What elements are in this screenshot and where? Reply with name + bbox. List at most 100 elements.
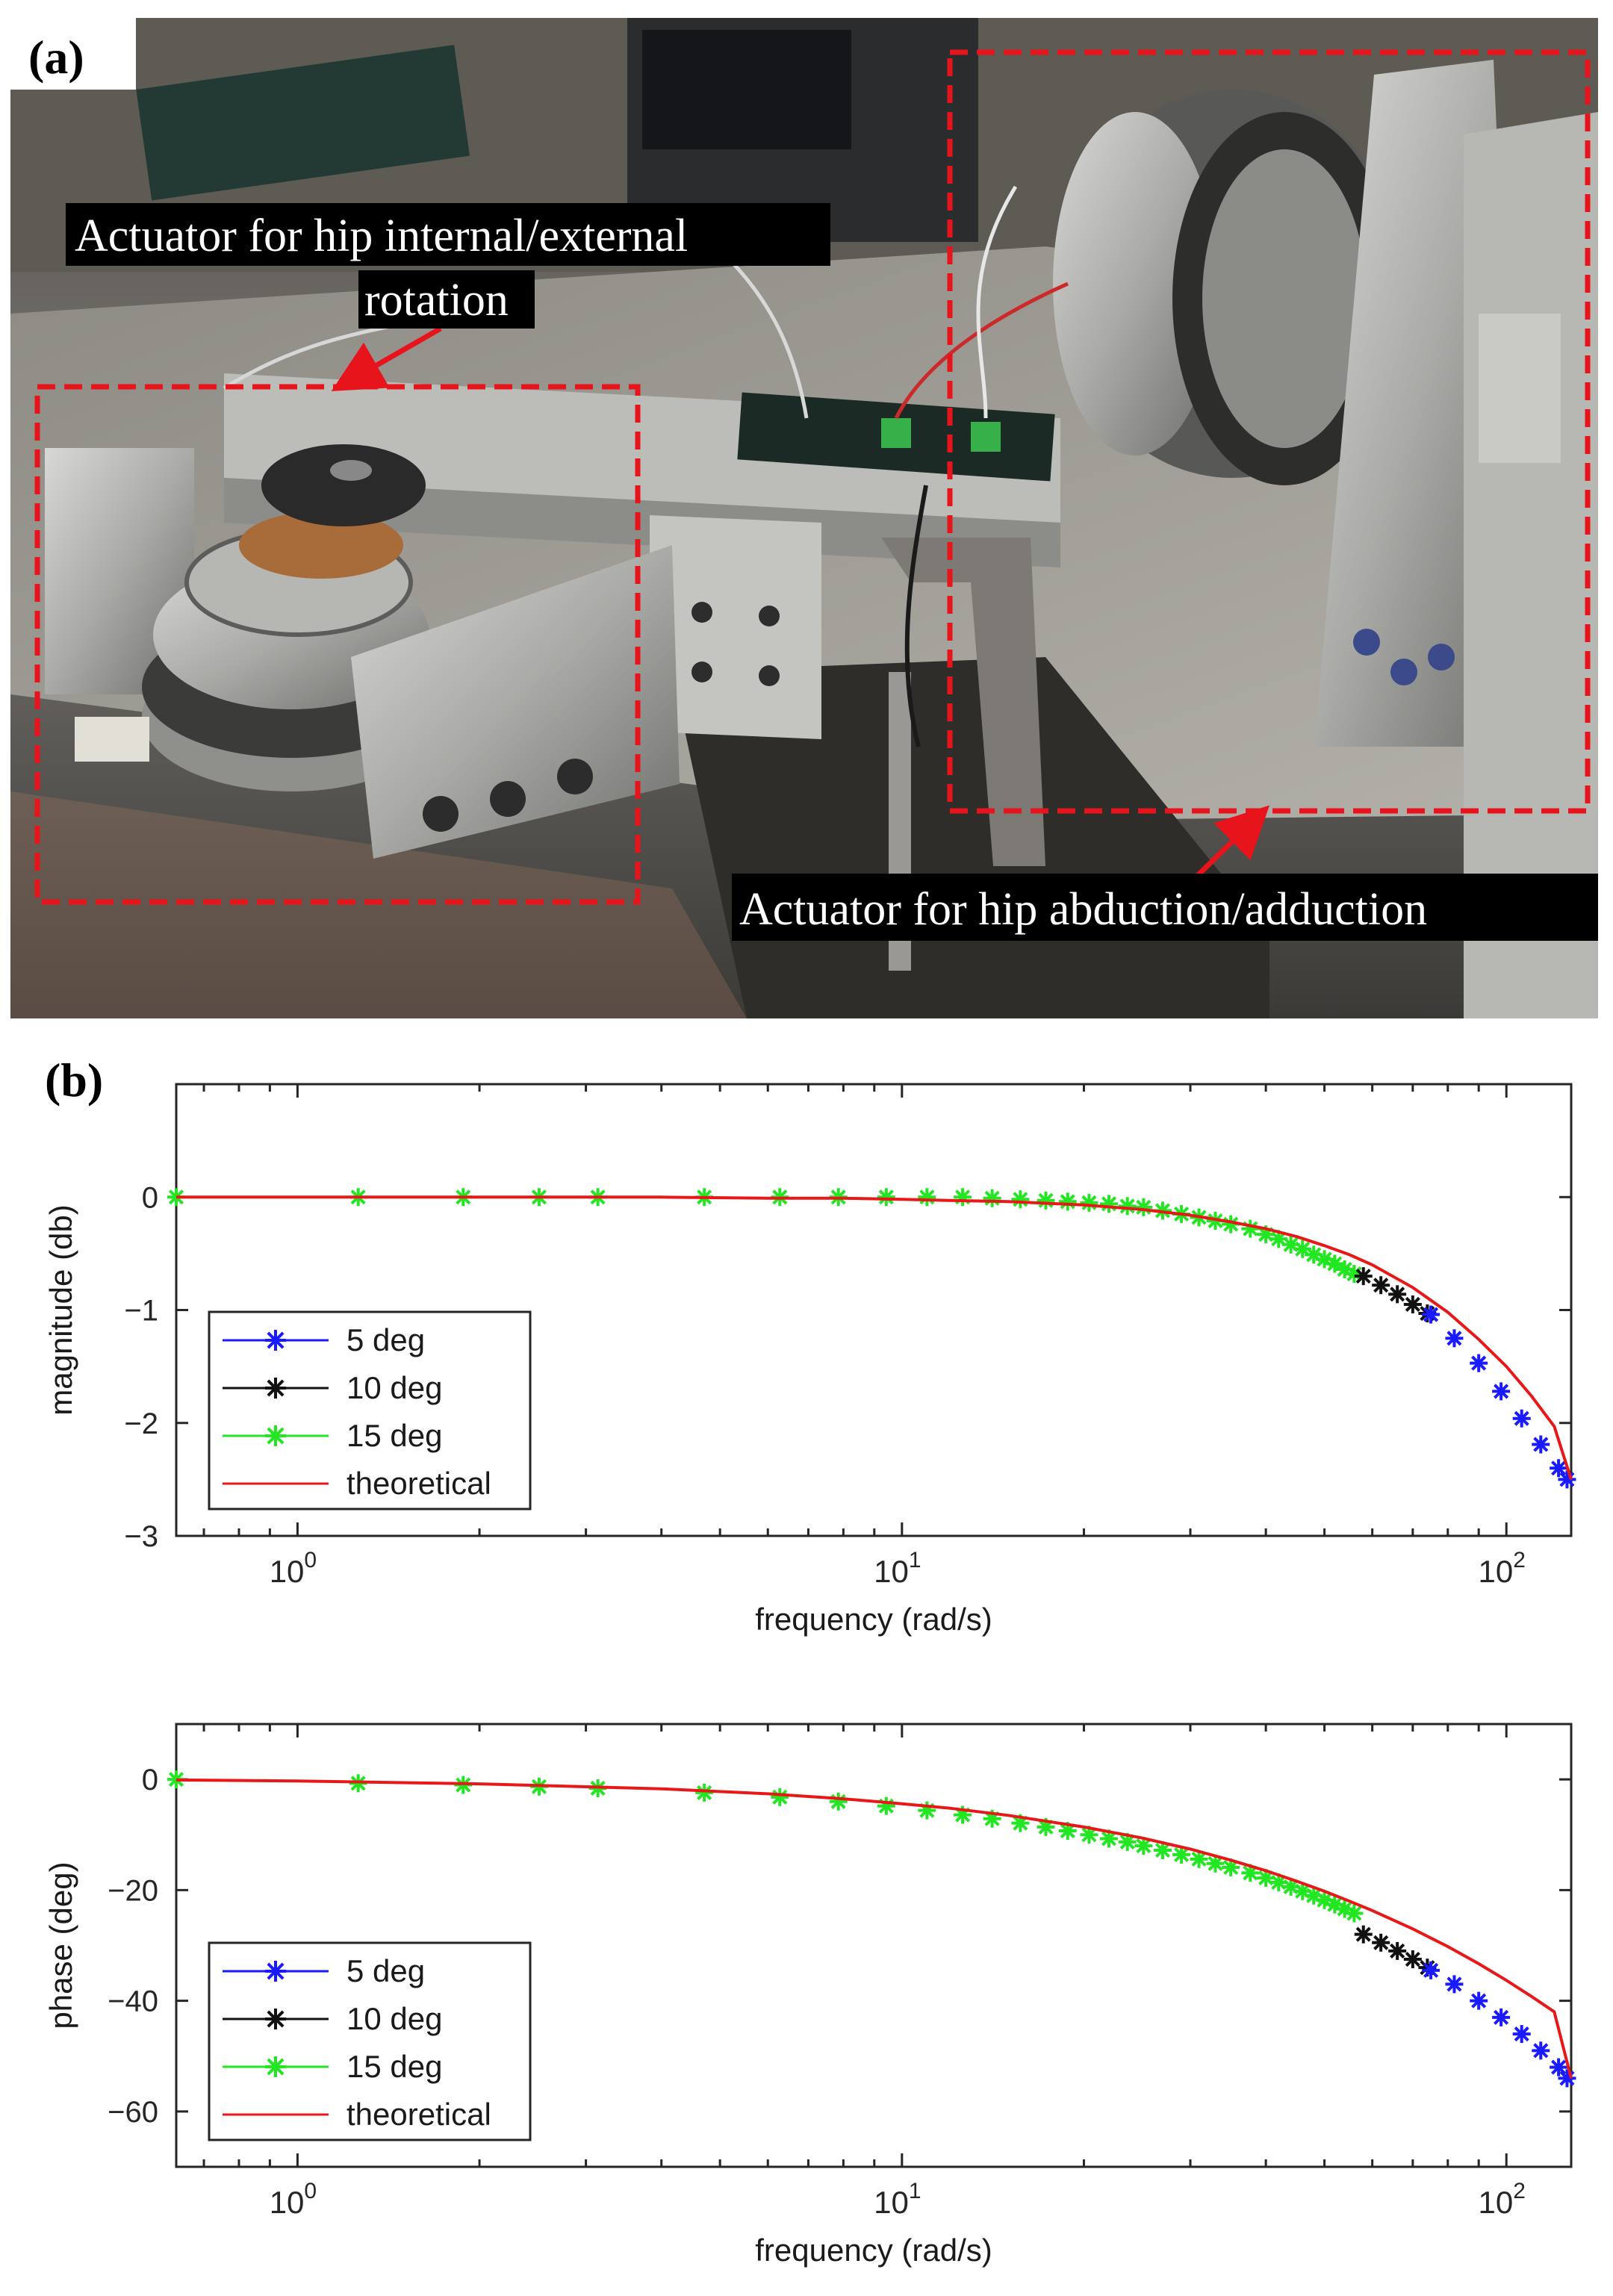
terminal-block <box>971 422 1001 452</box>
phase-legend-label: 15 deg <box>346 2049 442 2084</box>
rotation-label-line1: Actuator for hip internal/external <box>75 211 688 261</box>
motor-cap <box>261 444 426 526</box>
magnitude-legend-item: 10 deg <box>223 1370 442 1405</box>
rotation-actuator <box>45 444 680 859</box>
abduction-actuator <box>1053 60 1598 1018</box>
phase-legend-marker <box>265 1961 286 1982</box>
chair-fabric <box>10 791 747 1018</box>
magnitude-data-point <box>1512 1409 1531 1428</box>
magnitude-data-point <box>1241 1219 1260 1238</box>
actuator-inner-gear <box>1202 149 1367 448</box>
magnitude-data-point <box>1550 1459 1568 1478</box>
magnitude-series-theoretical <box>176 1195 1573 1481</box>
actuator-arm <box>351 545 680 859</box>
phase-data-point <box>1118 1832 1137 1851</box>
nut <box>1390 659 1417 685</box>
phase-x-tick-label: 101 <box>874 2179 921 2220</box>
magnitude-data-point <box>1388 1285 1407 1304</box>
rotation-label-background-line1 <box>66 203 830 266</box>
phase-legend-marker <box>265 2056 286 2077</box>
phase-y-tick-label: 0 <box>142 1764 158 1796</box>
center-bracket <box>650 515 821 739</box>
magnitude-data-point <box>918 1188 936 1207</box>
magnitude-data-point <box>1532 1435 1550 1454</box>
c-clamp <box>881 538 1045 866</box>
magnitude-series-5-deg <box>1422 1305 1576 1489</box>
nut <box>1428 644 1455 671</box>
magnitude-data-point <box>1354 1267 1373 1286</box>
magnitude-data-point <box>1011 1190 1030 1209</box>
magnitude-y-tick-label: −2 <box>124 1407 158 1440</box>
cable <box>894 281 1069 420</box>
phase-y-tick-label: −60 <box>108 2096 158 2129</box>
magnitude-legend-marker <box>265 1425 286 1446</box>
phase-legend-item: 15 deg <box>223 2049 442 2084</box>
arm-hole <box>423 796 459 832</box>
phase-data-point <box>1403 1950 1422 1969</box>
magnitude-chart: 0 −1 −2 −3 100 101 102 5 deg 10 deg 15 deg theore… <box>43 1083 1576 1637</box>
magnitude-legend-box <box>208 1310 532 1511</box>
magnitude-x-tick-label: 101 <box>874 1548 921 1589</box>
magnitude-legend-item: 5 deg <box>223 1322 425 1357</box>
phase-x-tick-label: 102 <box>1479 2179 1526 2220</box>
phase-data-point <box>1532 2041 1550 2060</box>
phase-series-5-deg <box>1422 1961 1576 2088</box>
phase-legend-box <box>208 1941 532 2141</box>
phase-theoretical-line <box>175 1778 1573 2079</box>
magnitude-series-10-deg <box>1354 1267 1437 1323</box>
magnitude-x-tick-label: 102 <box>1479 1548 1526 1589</box>
arm-hole <box>490 781 526 817</box>
magnitude-data-point <box>1492 1382 1511 1401</box>
magnitude-legend-label: 5 deg <box>346 1322 425 1357</box>
magnitude-y-tick-label: −1 <box>124 1295 158 1328</box>
phase-data-point <box>1206 1854 1225 1873</box>
magnitude-y-tick-label: 0 <box>142 1181 158 1214</box>
phase-data-point <box>1512 2025 1531 2044</box>
phase-data-point <box>695 1783 714 1802</box>
phase-data-point <box>877 1796 895 1815</box>
phase-data-point <box>1388 1941 1407 1960</box>
phase-data-point <box>1345 1904 1364 1923</box>
weight-cylinder <box>1479 314 1561 463</box>
barcode-label <box>75 717 149 762</box>
magnitude-data-point <box>1558 1470 1576 1489</box>
rotation-label-background-line2 <box>358 270 535 329</box>
phase-data-point <box>829 1792 848 1811</box>
magnitude-chart-xlabel: frequency (rad/s) <box>755 1602 992 1637</box>
cable <box>976 185 1018 419</box>
phase-x-tick-label: 100 <box>270 2179 317 2220</box>
phase-y-tick-label: −40 <box>108 1985 158 2018</box>
oscilloscope-screen <box>642 30 851 149</box>
abduction-label-background <box>732 874 1598 941</box>
phase-data-point <box>1190 1849 1208 1868</box>
phase-chart-ylabel: phase (deg) <box>43 1861 78 2029</box>
magnitude-legend-item: 15 deg <box>223 1418 442 1453</box>
magnitude-data-point <box>983 1189 1001 1207</box>
phase-legend-label: 5 deg <box>346 1953 425 1988</box>
phase-chart-xlabel: frequency (rad/s) <box>755 2233 992 2268</box>
magnitude-data-point <box>954 1188 972 1207</box>
phase-legend-label: 10 deg <box>346 2001 442 2036</box>
phase-legend-marker <box>265 2009 286 2029</box>
phase-data-point <box>1445 1975 1464 1994</box>
magnitude-data-point <box>1080 1193 1098 1212</box>
motor-cap-hole <box>330 460 372 481</box>
phase-data-point <box>1492 2008 1511 2026</box>
phase-legend-item: 10 deg <box>223 2001 442 2036</box>
magnitude-legend-marker <box>265 1378 286 1399</box>
phase-data-point <box>771 1788 789 1806</box>
magnitude-data-point <box>1372 1276 1390 1295</box>
magnitude-data-point <box>877 1188 895 1207</box>
panel-a-label-background <box>10 18 136 90</box>
panel-b-label: (b) <box>45 1054 103 1107</box>
magnitude-data-point <box>1037 1191 1055 1210</box>
magnitude-theoretical-line <box>176 1195 1573 1481</box>
terminal-block <box>881 418 911 448</box>
bolt <box>691 602 712 623</box>
panel-a-label: (a) <box>28 31 84 84</box>
phase-legend-item: 5 deg <box>223 1953 425 1988</box>
phase-data-point <box>1153 1841 1172 1860</box>
phase-y-tick-label: −20 <box>108 1874 158 1907</box>
magnitude-chart-ylabel: magnitude (db) <box>43 1204 78 1416</box>
phase-data-point <box>1422 1961 1440 1979</box>
